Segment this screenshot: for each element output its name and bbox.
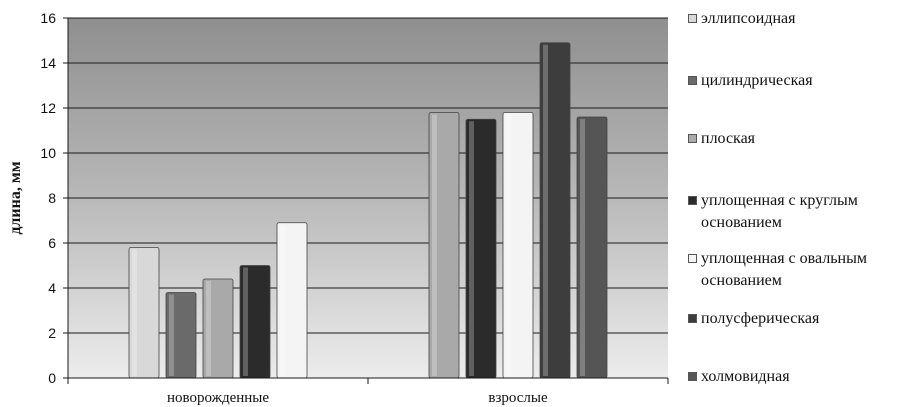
y-tick-label: 4 (48, 280, 56, 296)
x-category-label: новорожденные (167, 390, 269, 406)
y-tick-label: 12 (40, 100, 56, 116)
bar-highlight (543, 44, 548, 376)
legend-swatch (688, 14, 697, 23)
bar-highlight (506, 114, 511, 376)
y-tick-label: 10 (40, 145, 56, 161)
x-category-labels: новорожденные взрослые (167, 390, 548, 406)
legend-item: плоская (688, 128, 916, 150)
legend-label: холмовидная (701, 368, 790, 385)
legend-item: полусферическая (688, 308, 916, 330)
y-tick-label: 8 (48, 190, 56, 206)
legend-item: уплощенная с овальным основанием (688, 248, 916, 292)
bar-chart: 0 2 4 6 8 10 12 14 16 новорожденные взрослые длин… (7, 10, 669, 406)
bars (128, 42, 608, 379)
bar-highlight (132, 249, 137, 376)
legend-label: цилиндрическая (701, 72, 813, 89)
y-tick-label: 2 (48, 325, 56, 341)
legend-label: эллипсоидная (701, 10, 796, 27)
bar-highlight (206, 281, 211, 376)
y-axis-label: длина, мм (7, 161, 24, 234)
legend-label: плоская (701, 130, 756, 147)
legend-item: уплощенная с круглым основанием (688, 190, 916, 234)
axes (63, 17, 669, 384)
bar-highlight (432, 114, 437, 376)
bar-highlight (280, 224, 285, 376)
bar-highlight (169, 294, 174, 376)
y-tick-label: 14 (40, 55, 56, 71)
legend-label: уплощенная с круглым основанием (701, 192, 858, 231)
legend-label: уплощенная с овальным основанием (701, 250, 867, 289)
legend-item: холмовидная (688, 366, 916, 388)
y-tick-labels: 0 2 4 6 8 10 12 14 16 (40, 10, 56, 386)
legend-swatch (688, 254, 697, 263)
y-tick-label: 6 (48, 235, 56, 251)
y-tick-label: 16 (40, 10, 56, 26)
x-category-label: взрослые (488, 390, 548, 406)
legend-item: цилиндрическая (688, 70, 916, 92)
y-tick-label: 0 (48, 370, 56, 386)
legend-swatch (688, 196, 697, 205)
legend-swatch (688, 134, 697, 143)
legend-label: полусферическая (701, 310, 820, 327)
legend-swatch (688, 372, 697, 381)
bar-highlight (243, 267, 248, 376)
legend-item: эллипсоидная (688, 8, 916, 30)
legend-swatch (688, 76, 697, 85)
bar-highlight (469, 121, 474, 376)
legend-swatch (688, 314, 697, 323)
bar-highlight (580, 119, 585, 376)
